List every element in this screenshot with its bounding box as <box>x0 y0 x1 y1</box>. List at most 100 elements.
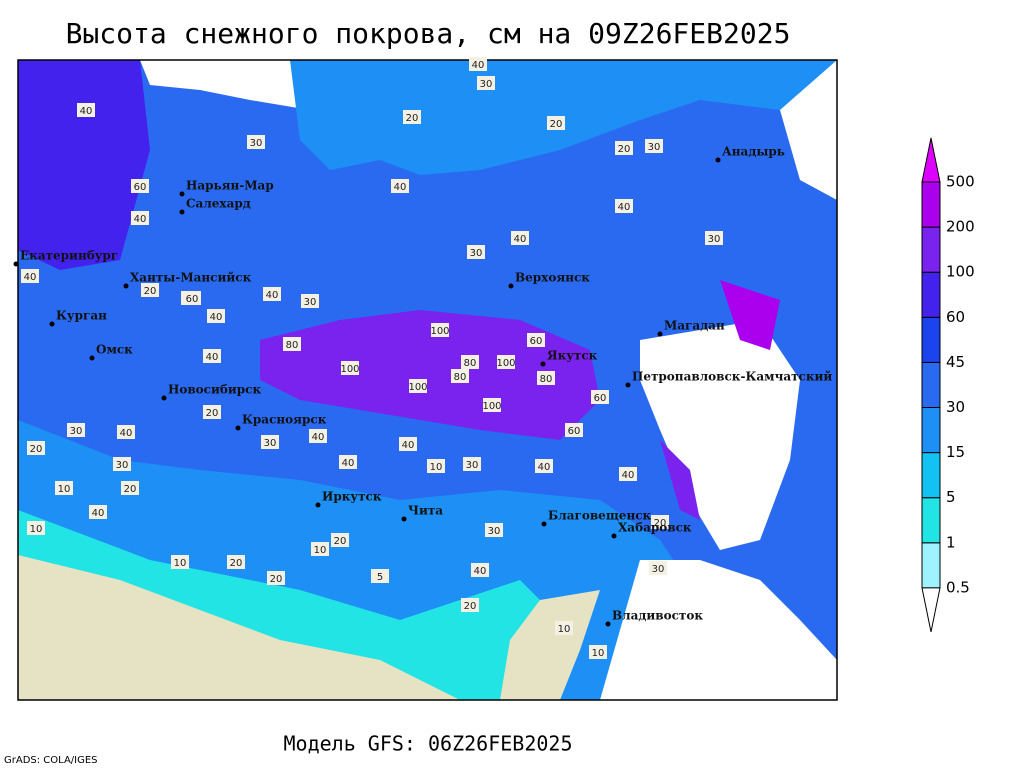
contour-label-box <box>451 369 469 383</box>
city-label: Верхоянск <box>515 271 590 285</box>
city-dot <box>179 191 185 197</box>
contour-label-box <box>547 116 565 130</box>
contour-label: 40 <box>474 566 487 577</box>
colorbar-label: 5 <box>946 488 956 506</box>
city-label: Анадырь <box>722 145 785 159</box>
city-label: Благовещенск <box>548 509 652 523</box>
contour-label: 30 <box>480 79 493 90</box>
contour-label-box <box>227 555 245 569</box>
colorbar-band <box>921 497 941 544</box>
contour-label: 40 <box>266 290 279 301</box>
city-label: Хабаровск <box>618 521 692 535</box>
contour-label: 100 <box>496 358 515 369</box>
contour-label: 20 <box>654 518 667 529</box>
contour-label: 40 <box>210 312 223 323</box>
city-dot <box>235 425 241 431</box>
contour-label-box <box>311 542 329 556</box>
map-frame <box>17 59 838 701</box>
contour-labels: 40 30 30 20 20 20 30 40 60 40 40 40 40 30 30 40 20 40 40 40… <box>21 57 723 659</box>
contour-label-box <box>485 523 503 537</box>
contour-label-box <box>301 294 319 308</box>
contour-label-box <box>21 269 39 283</box>
city-dot <box>657 331 663 337</box>
city-label: Курган <box>56 309 107 323</box>
colorbar-band <box>921 361 941 408</box>
contour-label-box <box>207 309 225 323</box>
contour-label: 30 <box>488 526 501 537</box>
contour-label: 20 <box>618 144 631 155</box>
contour-label-box <box>131 211 149 225</box>
contour-label: 60 <box>594 393 607 404</box>
colorbar-band <box>921 226 941 273</box>
colorbar-label: 200 <box>946 218 975 236</box>
colorbar-label: 45 <box>946 353 965 371</box>
colorbar-label: 0.5 <box>946 578 970 596</box>
contour-label: 80 <box>464 358 477 369</box>
contour-label: 40 <box>80 106 93 117</box>
contour-label: 30 <box>648 142 661 153</box>
contour-label-box <box>263 287 281 301</box>
contour-label: 40 <box>622 470 635 481</box>
contour-label: 30 <box>708 234 721 245</box>
contour-label: 40 <box>472 60 485 71</box>
contour-label: 80 <box>454 372 467 383</box>
contour-label: 10 <box>592 648 605 659</box>
colorbar-band <box>921 316 941 363</box>
contour-label: 10 <box>58 484 71 495</box>
city-label: Владивосток <box>612 609 703 623</box>
contour-label-box <box>77 103 95 117</box>
contour-label-box <box>591 390 609 404</box>
city-label: Якутск <box>547 349 598 363</box>
contour-label-box <box>427 459 445 473</box>
colorbar-label: 100 <box>946 263 975 281</box>
contour-label-box <box>527 333 545 347</box>
contour-label: 100 <box>482 401 501 412</box>
colorbar-cap <box>921 587 941 633</box>
contour-label-box <box>113 457 131 471</box>
contour-label-box <box>27 521 45 535</box>
contour-label-box <box>497 355 515 369</box>
colorbar-band <box>921 542 941 589</box>
contour-label: 20 <box>270 574 283 585</box>
contour-label-box <box>511 231 529 245</box>
contour-label: 40 <box>120 428 133 439</box>
contour-label: 30 <box>70 426 83 437</box>
city-dot <box>13 261 19 267</box>
contour-label-box <box>331 533 349 547</box>
contour-label-box <box>649 561 667 575</box>
contour-label: 20 <box>334 536 347 547</box>
title: Высота снежного покрова, см на 09Z26FEB2… <box>66 17 791 50</box>
city-dot <box>508 283 514 289</box>
contour-label-box <box>67 423 85 437</box>
contour-label: 80 <box>540 374 553 385</box>
contour-label: 30 <box>304 297 317 308</box>
contour-label: 30 <box>116 460 129 471</box>
contour-label: 20 <box>464 601 477 612</box>
city-dot <box>49 321 55 327</box>
colorbar-label: 15 <box>946 443 965 461</box>
map <box>18 60 837 700</box>
contour-label-box <box>283 337 301 351</box>
city-label: Омск <box>96 343 133 357</box>
contour-label-box <box>121 481 139 495</box>
contour-label-box <box>565 423 583 437</box>
contour-label: 10 <box>30 524 43 535</box>
contour-label: 20 <box>124 484 137 495</box>
contour-label: 40 <box>538 462 551 473</box>
colorbar-label: 500 <box>946 173 975 191</box>
contour-label-box <box>619 467 637 481</box>
contour-label: 60 <box>186 294 199 305</box>
contour-label: 20 <box>406 113 419 124</box>
city-label: Нарьян-Мар <box>186 179 274 193</box>
contour-label: 30 <box>652 564 665 575</box>
contour-label: 20 <box>206 408 219 419</box>
contour-label-box <box>27 441 45 455</box>
city-dot <box>540 361 546 367</box>
contour-label: 30 <box>466 460 479 471</box>
contour-label: 40 <box>514 234 527 245</box>
contour-label: 5 <box>377 572 383 583</box>
contour-label-box <box>341 361 359 375</box>
city-dot <box>179 209 185 215</box>
contour-label: 40 <box>618 202 631 213</box>
